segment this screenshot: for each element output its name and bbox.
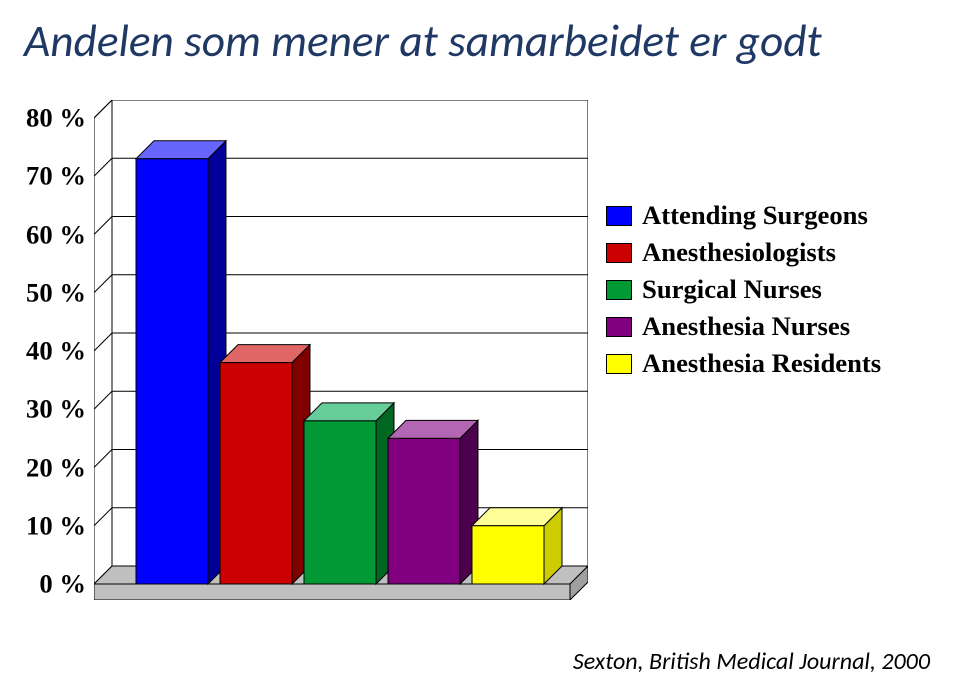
y-tick-label: 40 % — [26, 336, 86, 367]
legend-item: Attending Surgeons — [606, 200, 940, 231]
legend-item: Anesthesia Nurses — [606, 311, 940, 342]
y-tick-label: 50 % — [26, 277, 86, 308]
legend-label: Anesthesia Nurses — [642, 311, 850, 342]
legend-label: Surgical Nurses — [642, 274, 822, 305]
legend-label: Anesthesia Residents — [642, 348, 881, 379]
y-tick-label: 10 % — [26, 510, 86, 541]
chart-area: 0 % 10 % 20 % 30 % 40 % 50 % 60 % 70 % 80 % — [28, 100, 588, 600]
y-tick-label: 0 % — [39, 569, 86, 600]
plot-svg — [94, 100, 588, 600]
y-tick-label: 60 % — [26, 219, 86, 250]
legend-item: Anesthesiologists — [606, 237, 940, 268]
legend-item: Surgical Nurses — [606, 274, 940, 305]
citation: Sexton, British Medical Journal, 2000 — [573, 647, 930, 676]
y-tick-label: 30 % — [26, 394, 86, 425]
page: Andelen som mener at samarbeidet er godt… — [0, 0, 960, 690]
legend-swatch — [606, 317, 632, 337]
legend-swatch — [606, 206, 632, 226]
legend-swatch — [606, 243, 632, 263]
legend-swatch — [606, 354, 632, 374]
y-axis: 0 % 10 % 20 % 30 % 40 % 50 % 60 % 70 % 80 % — [28, 100, 94, 600]
legend: Attending Surgeons Anesthesiologists Surgi… — [606, 200, 940, 385]
plot-wrap — [94, 100, 588, 600]
legend-label: Anesthesiologists — [642, 237, 836, 268]
legend-label: Attending Surgeons — [642, 200, 868, 231]
y-tick-label: 70 % — [26, 161, 86, 192]
y-tick-label: 80 % — [26, 103, 86, 134]
y-tick-label: 20 % — [26, 452, 86, 483]
legend-swatch — [606, 280, 632, 300]
legend-item: Anesthesia Residents — [606, 348, 940, 379]
page-title: Andelen som mener at samarbeidet er godt — [24, 14, 822, 69]
